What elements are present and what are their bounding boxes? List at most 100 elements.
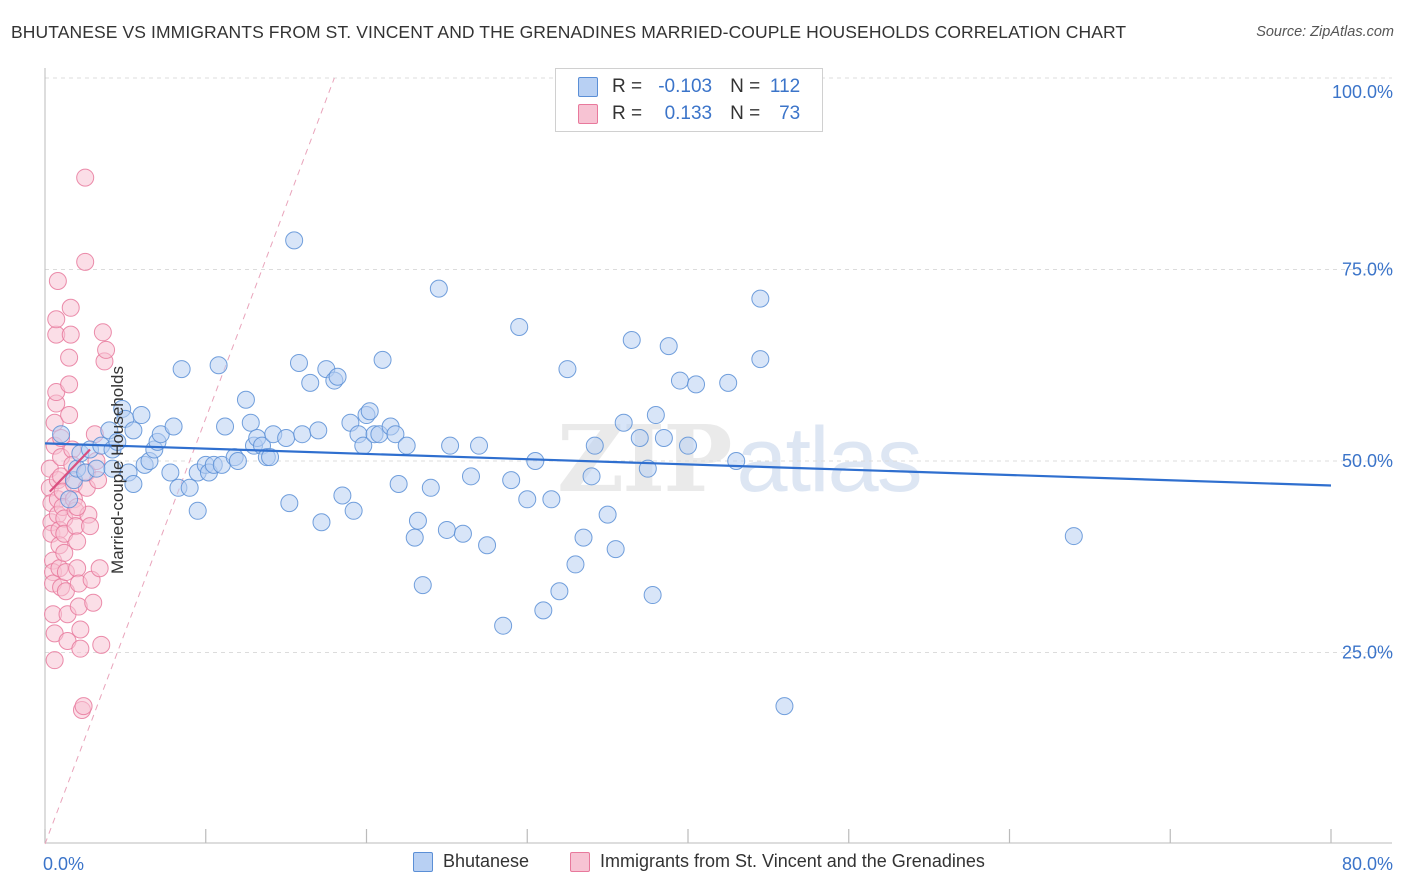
trend-lines bbox=[44, 442, 1332, 493]
x-tick-labels: 0.0% 80.0% bbox=[43, 854, 1393, 874]
bottom-legend-blue: Bhutanese bbox=[413, 851, 529, 872]
blue-point bbox=[585, 436, 604, 455]
pink-point bbox=[68, 532, 87, 551]
correlation-legend: R = -0.103 N = 112 R = 0.133 N = 73 bbox=[555, 68, 823, 132]
bottom-legend-pink: Immigrants from St. Vincent and the Gren… bbox=[570, 851, 985, 872]
reference-line bbox=[44, 77, 335, 845]
blue-point bbox=[285, 231, 304, 250]
blue-point bbox=[328, 367, 347, 386]
blue-point bbox=[413, 576, 432, 595]
blue-point bbox=[188, 501, 207, 520]
blue-point bbox=[630, 429, 649, 448]
blue-point bbox=[421, 478, 440, 497]
legend-blue-r: -0.103 bbox=[658, 76, 713, 97]
blue-point bbox=[344, 501, 363, 520]
legend-row-blue: R = -0.103 N = 112 bbox=[578, 74, 800, 100]
blue-point bbox=[542, 490, 561, 509]
pink-point bbox=[61, 325, 80, 344]
pink-point bbox=[76, 252, 95, 271]
blue-point bbox=[172, 360, 191, 379]
blue-point bbox=[566, 555, 585, 574]
blue-point bbox=[659, 337, 678, 356]
pink-point bbox=[76, 168, 95, 187]
blue-point bbox=[494, 616, 513, 635]
pink-point bbox=[84, 593, 103, 612]
blue-point bbox=[360, 402, 379, 421]
blue-point bbox=[87, 459, 106, 478]
blue-point bbox=[643, 586, 662, 605]
blue-point bbox=[124, 474, 143, 493]
blue-point bbox=[638, 459, 657, 478]
blue-point bbox=[386, 425, 405, 444]
blue-point bbox=[228, 452, 247, 470]
y-tick-label: 75.0% bbox=[1342, 260, 1393, 280]
bottom-legend-pink-label: Immigrants from St. Vincent and the Gren… bbox=[600, 851, 985, 871]
blue-point bbox=[261, 448, 280, 467]
x-tick-label: 80.0% bbox=[1342, 854, 1393, 874]
blue-point bbox=[405, 528, 424, 547]
pink-point bbox=[81, 517, 100, 536]
blue-point bbox=[309, 421, 328, 440]
blue-point bbox=[180, 478, 199, 497]
reference-diagonal bbox=[44, 77, 335, 845]
y-tick-label: 100.0% bbox=[1332, 82, 1393, 102]
blue-point bbox=[775, 697, 794, 716]
pink-point bbox=[61, 298, 80, 317]
blue-point bbox=[389, 474, 408, 493]
blue-point bbox=[574, 528, 593, 547]
pink-point bbox=[71, 620, 90, 639]
x-tick-label: 0.0% bbox=[43, 854, 84, 874]
blue-point bbox=[1064, 527, 1083, 546]
blue-point bbox=[333, 486, 352, 505]
blue-point bbox=[280, 494, 299, 513]
legend-pink-r: 0.133 bbox=[664, 103, 713, 124]
blue-point bbox=[437, 520, 456, 539]
y-tick-labels: 25.0% 50.0% 75.0% 100.0% bbox=[1332, 82, 1393, 663]
blue-point bbox=[670, 371, 689, 390]
y-tick-label: 50.0% bbox=[1342, 451, 1393, 471]
blue-point bbox=[289, 353, 308, 372]
blue-swatch-icon bbox=[578, 77, 598, 97]
blue-point bbox=[216, 417, 235, 436]
pink-point bbox=[47, 310, 66, 329]
blue-point bbox=[550, 582, 569, 601]
pink-swatch-icon bbox=[570, 851, 590, 872]
blue-point bbox=[209, 356, 228, 375]
blue-point bbox=[687, 375, 706, 394]
blue-point bbox=[582, 467, 601, 486]
pink-swatch-icon bbox=[578, 104, 598, 124]
pink-point bbox=[55, 543, 74, 562]
blue-point bbox=[461, 467, 480, 486]
blue-point bbox=[373, 350, 392, 369]
blue-trend-line bbox=[44, 442, 1332, 487]
legend-n-label: N = bbox=[730, 103, 761, 124]
blue-point bbox=[161, 463, 180, 482]
blue-point bbox=[453, 524, 472, 543]
blue-point bbox=[312, 513, 331, 532]
blue-point bbox=[518, 490, 537, 509]
blue-point bbox=[646, 406, 665, 425]
pink-point bbox=[92, 635, 111, 654]
blue-point bbox=[236, 390, 255, 409]
blue-point bbox=[751, 289, 770, 308]
legend-n-label: N = bbox=[730, 76, 761, 97]
legend-pink-n: 73 bbox=[779, 103, 801, 124]
blue-point bbox=[429, 279, 448, 298]
series-blue-points bbox=[52, 231, 1083, 716]
legend-row-pink: R = 0.133 N = 73 bbox=[578, 101, 800, 127]
blue-point bbox=[598, 505, 617, 524]
blue-point bbox=[470, 436, 489, 455]
pink-point bbox=[68, 559, 87, 578]
blue-point bbox=[502, 471, 521, 490]
blue-swatch-icon bbox=[413, 851, 433, 872]
blue-point bbox=[622, 330, 641, 349]
y-axis-label: Married-couple Households bbox=[107, 366, 127, 574]
blue-point bbox=[397, 436, 416, 455]
pink-point bbox=[90, 559, 109, 578]
blue-point bbox=[293, 425, 312, 444]
blue-point bbox=[478, 536, 497, 555]
blue-point bbox=[510, 317, 529, 336]
blue-point bbox=[60, 490, 79, 509]
legend-r-label: R = bbox=[612, 76, 643, 97]
